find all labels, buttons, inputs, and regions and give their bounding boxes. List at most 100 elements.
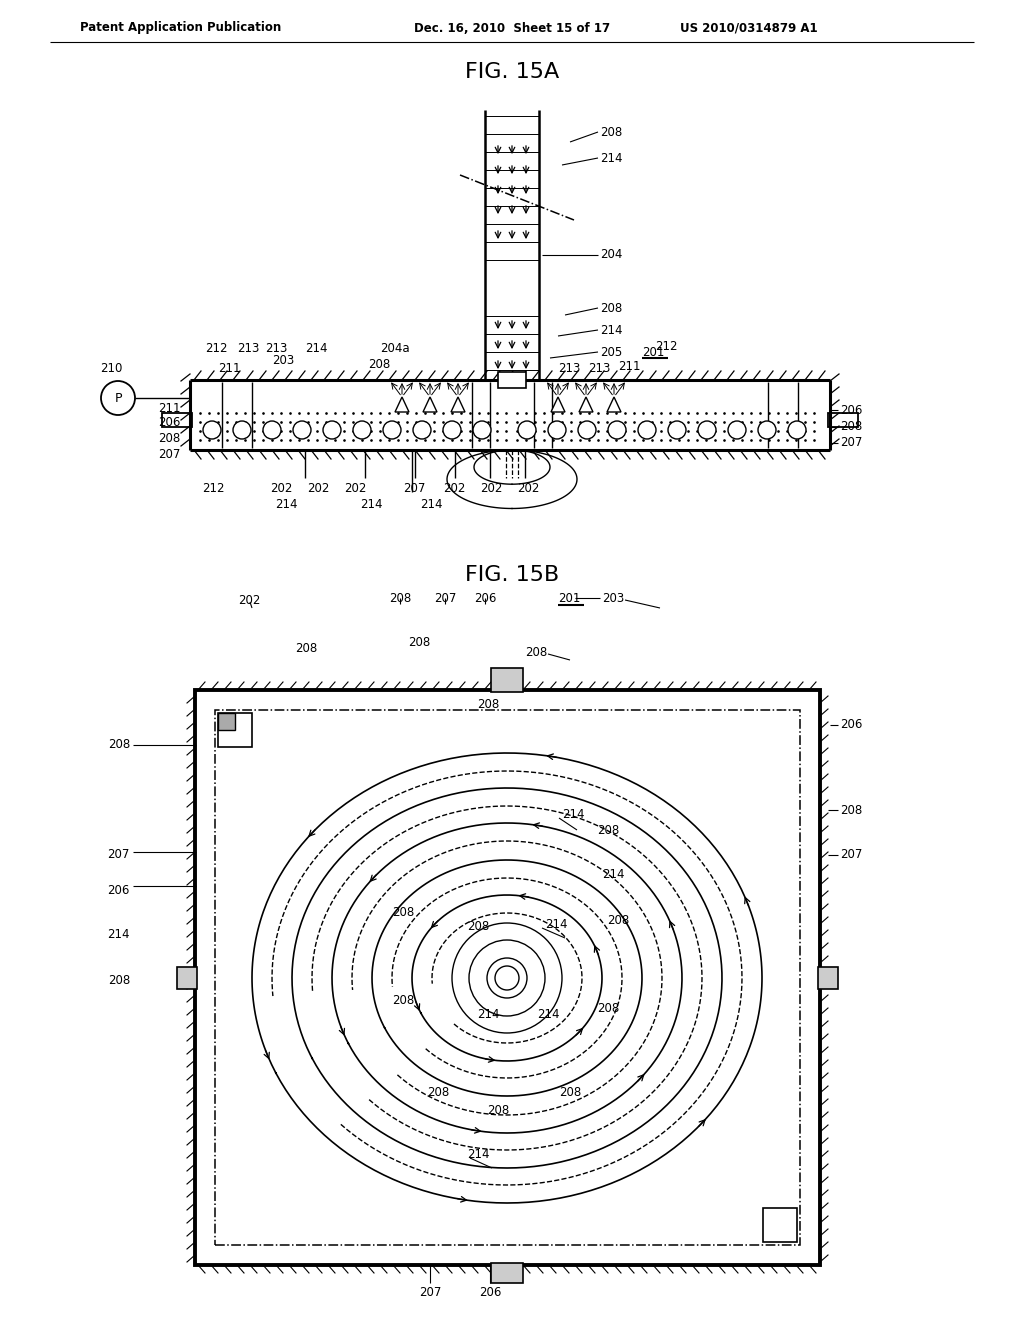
Polygon shape bbox=[423, 397, 437, 412]
Text: P: P bbox=[115, 392, 122, 404]
Text: 214: 214 bbox=[477, 1008, 500, 1022]
Circle shape bbox=[668, 421, 686, 440]
Text: 208: 208 bbox=[525, 645, 547, 659]
Bar bbox=[763, 1208, 797, 1242]
Circle shape bbox=[323, 421, 341, 440]
Circle shape bbox=[469, 940, 545, 1016]
Circle shape bbox=[443, 421, 461, 440]
Circle shape bbox=[101, 381, 135, 414]
Text: 207: 207 bbox=[840, 437, 862, 450]
Text: 208: 208 bbox=[408, 635, 430, 648]
Text: 208: 208 bbox=[427, 1085, 450, 1098]
Text: 207: 207 bbox=[158, 447, 180, 461]
Text: 206: 206 bbox=[479, 1286, 501, 1299]
Text: 214: 214 bbox=[600, 323, 623, 337]
Text: 214: 214 bbox=[600, 152, 623, 165]
Circle shape bbox=[203, 421, 221, 440]
Text: 212: 212 bbox=[202, 482, 224, 495]
Bar bbox=[490, 668, 523, 692]
Text: 206: 206 bbox=[840, 718, 862, 731]
Text: 207: 207 bbox=[434, 591, 456, 605]
Circle shape bbox=[383, 421, 401, 440]
Text: 211: 211 bbox=[218, 362, 241, 375]
Text: 214: 214 bbox=[275, 498, 298, 511]
Circle shape bbox=[293, 421, 311, 440]
Text: 203: 203 bbox=[602, 591, 625, 605]
Text: 214: 214 bbox=[360, 498, 383, 511]
Text: 208: 208 bbox=[840, 804, 862, 817]
Circle shape bbox=[487, 958, 527, 998]
Text: 206: 206 bbox=[474, 591, 497, 605]
Polygon shape bbox=[451, 397, 465, 412]
Text: 214: 214 bbox=[545, 919, 567, 932]
Text: FIG. 15B: FIG. 15B bbox=[465, 565, 559, 585]
Text: 202: 202 bbox=[307, 482, 330, 495]
Text: 207: 207 bbox=[403, 482, 425, 495]
Text: 208: 208 bbox=[295, 642, 317, 655]
Bar bbox=[498, 372, 526, 388]
Text: 201: 201 bbox=[558, 591, 581, 605]
Text: 214: 214 bbox=[467, 1148, 489, 1162]
Text: 208: 208 bbox=[477, 698, 500, 711]
Text: 202: 202 bbox=[238, 594, 260, 606]
Text: 213: 213 bbox=[237, 342, 259, 355]
Circle shape bbox=[788, 421, 806, 440]
Text: 208: 208 bbox=[600, 301, 623, 314]
Text: 206: 206 bbox=[840, 404, 862, 417]
Text: 202: 202 bbox=[270, 482, 293, 495]
Circle shape bbox=[413, 421, 431, 440]
Bar bbox=[162, 413, 193, 426]
Circle shape bbox=[353, 421, 371, 440]
Text: 208: 208 bbox=[108, 974, 130, 986]
Text: Dec. 16, 2010  Sheet 15 of 17: Dec. 16, 2010 Sheet 15 of 17 bbox=[414, 21, 610, 34]
Text: 204: 204 bbox=[600, 248, 623, 261]
Circle shape bbox=[638, 421, 656, 440]
Circle shape bbox=[518, 421, 536, 440]
Text: 213: 213 bbox=[265, 342, 288, 355]
Circle shape bbox=[473, 421, 490, 440]
Text: 214: 214 bbox=[305, 342, 328, 355]
Circle shape bbox=[548, 421, 566, 440]
Text: 208: 208 bbox=[597, 824, 620, 837]
Text: 211: 211 bbox=[158, 401, 180, 414]
Bar bbox=[215, 710, 800, 1245]
Polygon shape bbox=[579, 397, 593, 412]
Text: 208: 208 bbox=[600, 125, 623, 139]
Text: 213: 213 bbox=[588, 362, 610, 375]
Polygon shape bbox=[607, 397, 621, 412]
Text: 214: 214 bbox=[562, 808, 585, 821]
Text: 208: 208 bbox=[108, 738, 130, 751]
Text: 207: 207 bbox=[840, 849, 862, 862]
Text: Patent Application Publication: Patent Application Publication bbox=[80, 21, 282, 34]
Text: 206: 206 bbox=[158, 417, 180, 429]
Text: 211: 211 bbox=[618, 359, 640, 372]
Text: 212: 212 bbox=[655, 339, 678, 352]
Text: 213: 213 bbox=[558, 362, 581, 375]
Text: US 2010/0314879 A1: US 2010/0314879 A1 bbox=[680, 21, 817, 34]
Text: 208: 208 bbox=[392, 994, 415, 1006]
Text: 214: 214 bbox=[420, 498, 442, 511]
Circle shape bbox=[578, 421, 596, 440]
Text: 202: 202 bbox=[517, 482, 540, 495]
Circle shape bbox=[233, 421, 251, 440]
Text: 205: 205 bbox=[600, 346, 623, 359]
Text: 210: 210 bbox=[100, 362, 123, 375]
Text: 208: 208 bbox=[487, 1104, 509, 1117]
Circle shape bbox=[452, 923, 562, 1034]
Text: 208: 208 bbox=[158, 432, 180, 445]
Circle shape bbox=[608, 421, 626, 440]
Text: 214: 214 bbox=[108, 928, 130, 941]
Text: 202: 202 bbox=[443, 482, 465, 495]
Bar bbox=[218, 713, 252, 747]
Text: 208: 208 bbox=[467, 920, 489, 933]
Text: 208: 208 bbox=[392, 906, 415, 919]
Text: 204a: 204a bbox=[380, 342, 410, 355]
Circle shape bbox=[698, 421, 716, 440]
Text: 202: 202 bbox=[344, 482, 367, 495]
Text: 208: 208 bbox=[389, 591, 411, 605]
Text: FIG. 15A: FIG. 15A bbox=[465, 62, 559, 82]
Text: 208: 208 bbox=[368, 359, 390, 371]
Text: 203: 203 bbox=[272, 354, 294, 367]
Circle shape bbox=[728, 421, 746, 440]
Text: 208: 208 bbox=[607, 913, 630, 927]
